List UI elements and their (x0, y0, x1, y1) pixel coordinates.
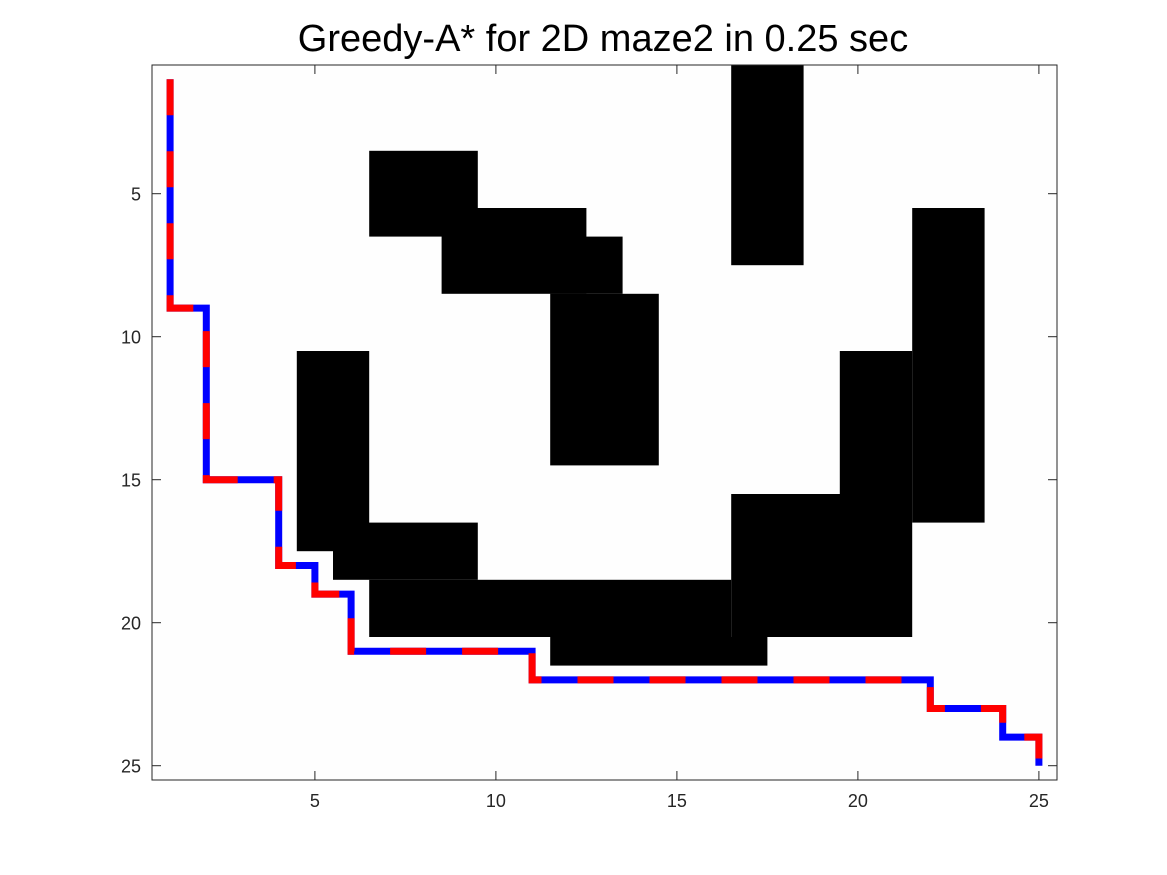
obstacle-block-9 (296, 351, 370, 552)
obstacle-block-12 (550, 637, 768, 666)
obstacles-layer (296, 65, 985, 666)
y-tick-label: 15 (121, 471, 141, 491)
obstacle-block-8 (731, 494, 913, 637)
obstacle-block-4 (550, 236, 623, 294)
x-tick-label: 20 (848, 791, 868, 811)
path-layer (166, 79, 1043, 766)
y-tick-label: 20 (121, 614, 141, 634)
obstacle-block-6 (912, 208, 985, 523)
obstacle-block-7 (839, 351, 913, 494)
x-tick-label: 15 (667, 791, 687, 811)
obstacle-block-10 (333, 522, 478, 580)
obstacle-block-1 (731, 65, 804, 266)
x-tick-label: 25 (1029, 791, 1049, 811)
x-tick-label: 5 (310, 791, 320, 811)
obstacle-block-11 (369, 579, 732, 637)
y-tick-label: 5 (131, 185, 141, 205)
y-tick-label: 25 (121, 757, 141, 777)
obstacle-block-5 (550, 293, 659, 466)
chart-title: Greedy-A* for 2D maze2 in 0.25 sec (298, 18, 908, 60)
axes-frame (151, 64, 1058, 781)
path-line-red-dash (166, 79, 1043, 766)
y-tick-label: 10 (121, 328, 141, 348)
ticks-layer: 5 10 15 20 25 5 10 15 20 25 (121, 65, 1057, 811)
x-tick-label: 10 (486, 791, 506, 811)
